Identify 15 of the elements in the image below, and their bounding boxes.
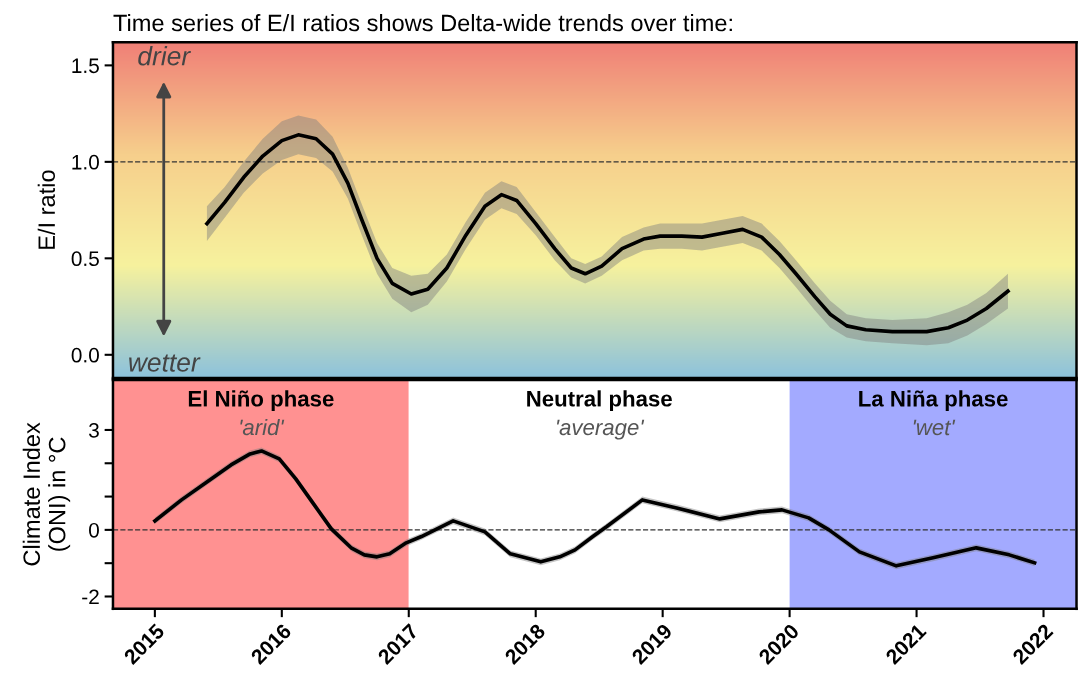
y-tick-label: 0.5: [71, 251, 99, 267]
annotation: wetter: [129, 354, 201, 372]
y-tick-label: -2: [82, 589, 99, 605]
chart-title: Time series of E/I ratios shows Delta-wide trends over time:: [113, 14, 732, 32]
y-tick-label: 0.0: [71, 347, 99, 363]
y-axis-title: Climate Index (ONI) in °C: [22, 422, 71, 566]
y-tick-label: 1.0: [72, 154, 99, 170]
band-label: Neutral phase 'average': [527, 390, 672, 440]
y-tick-label: 3: [88, 422, 99, 438]
y-tick-label: 1.5: [72, 58, 99, 74]
band-label: El Niño phase 'arid': [188, 390, 334, 436]
annotation: drier: [138, 46, 192, 66]
band-label: La Niña phase 'wet': [859, 390, 1008, 436]
y-axis-title: E/I ratio: [37, 170, 56, 249]
y-tick-label: 0: [89, 522, 99, 538]
